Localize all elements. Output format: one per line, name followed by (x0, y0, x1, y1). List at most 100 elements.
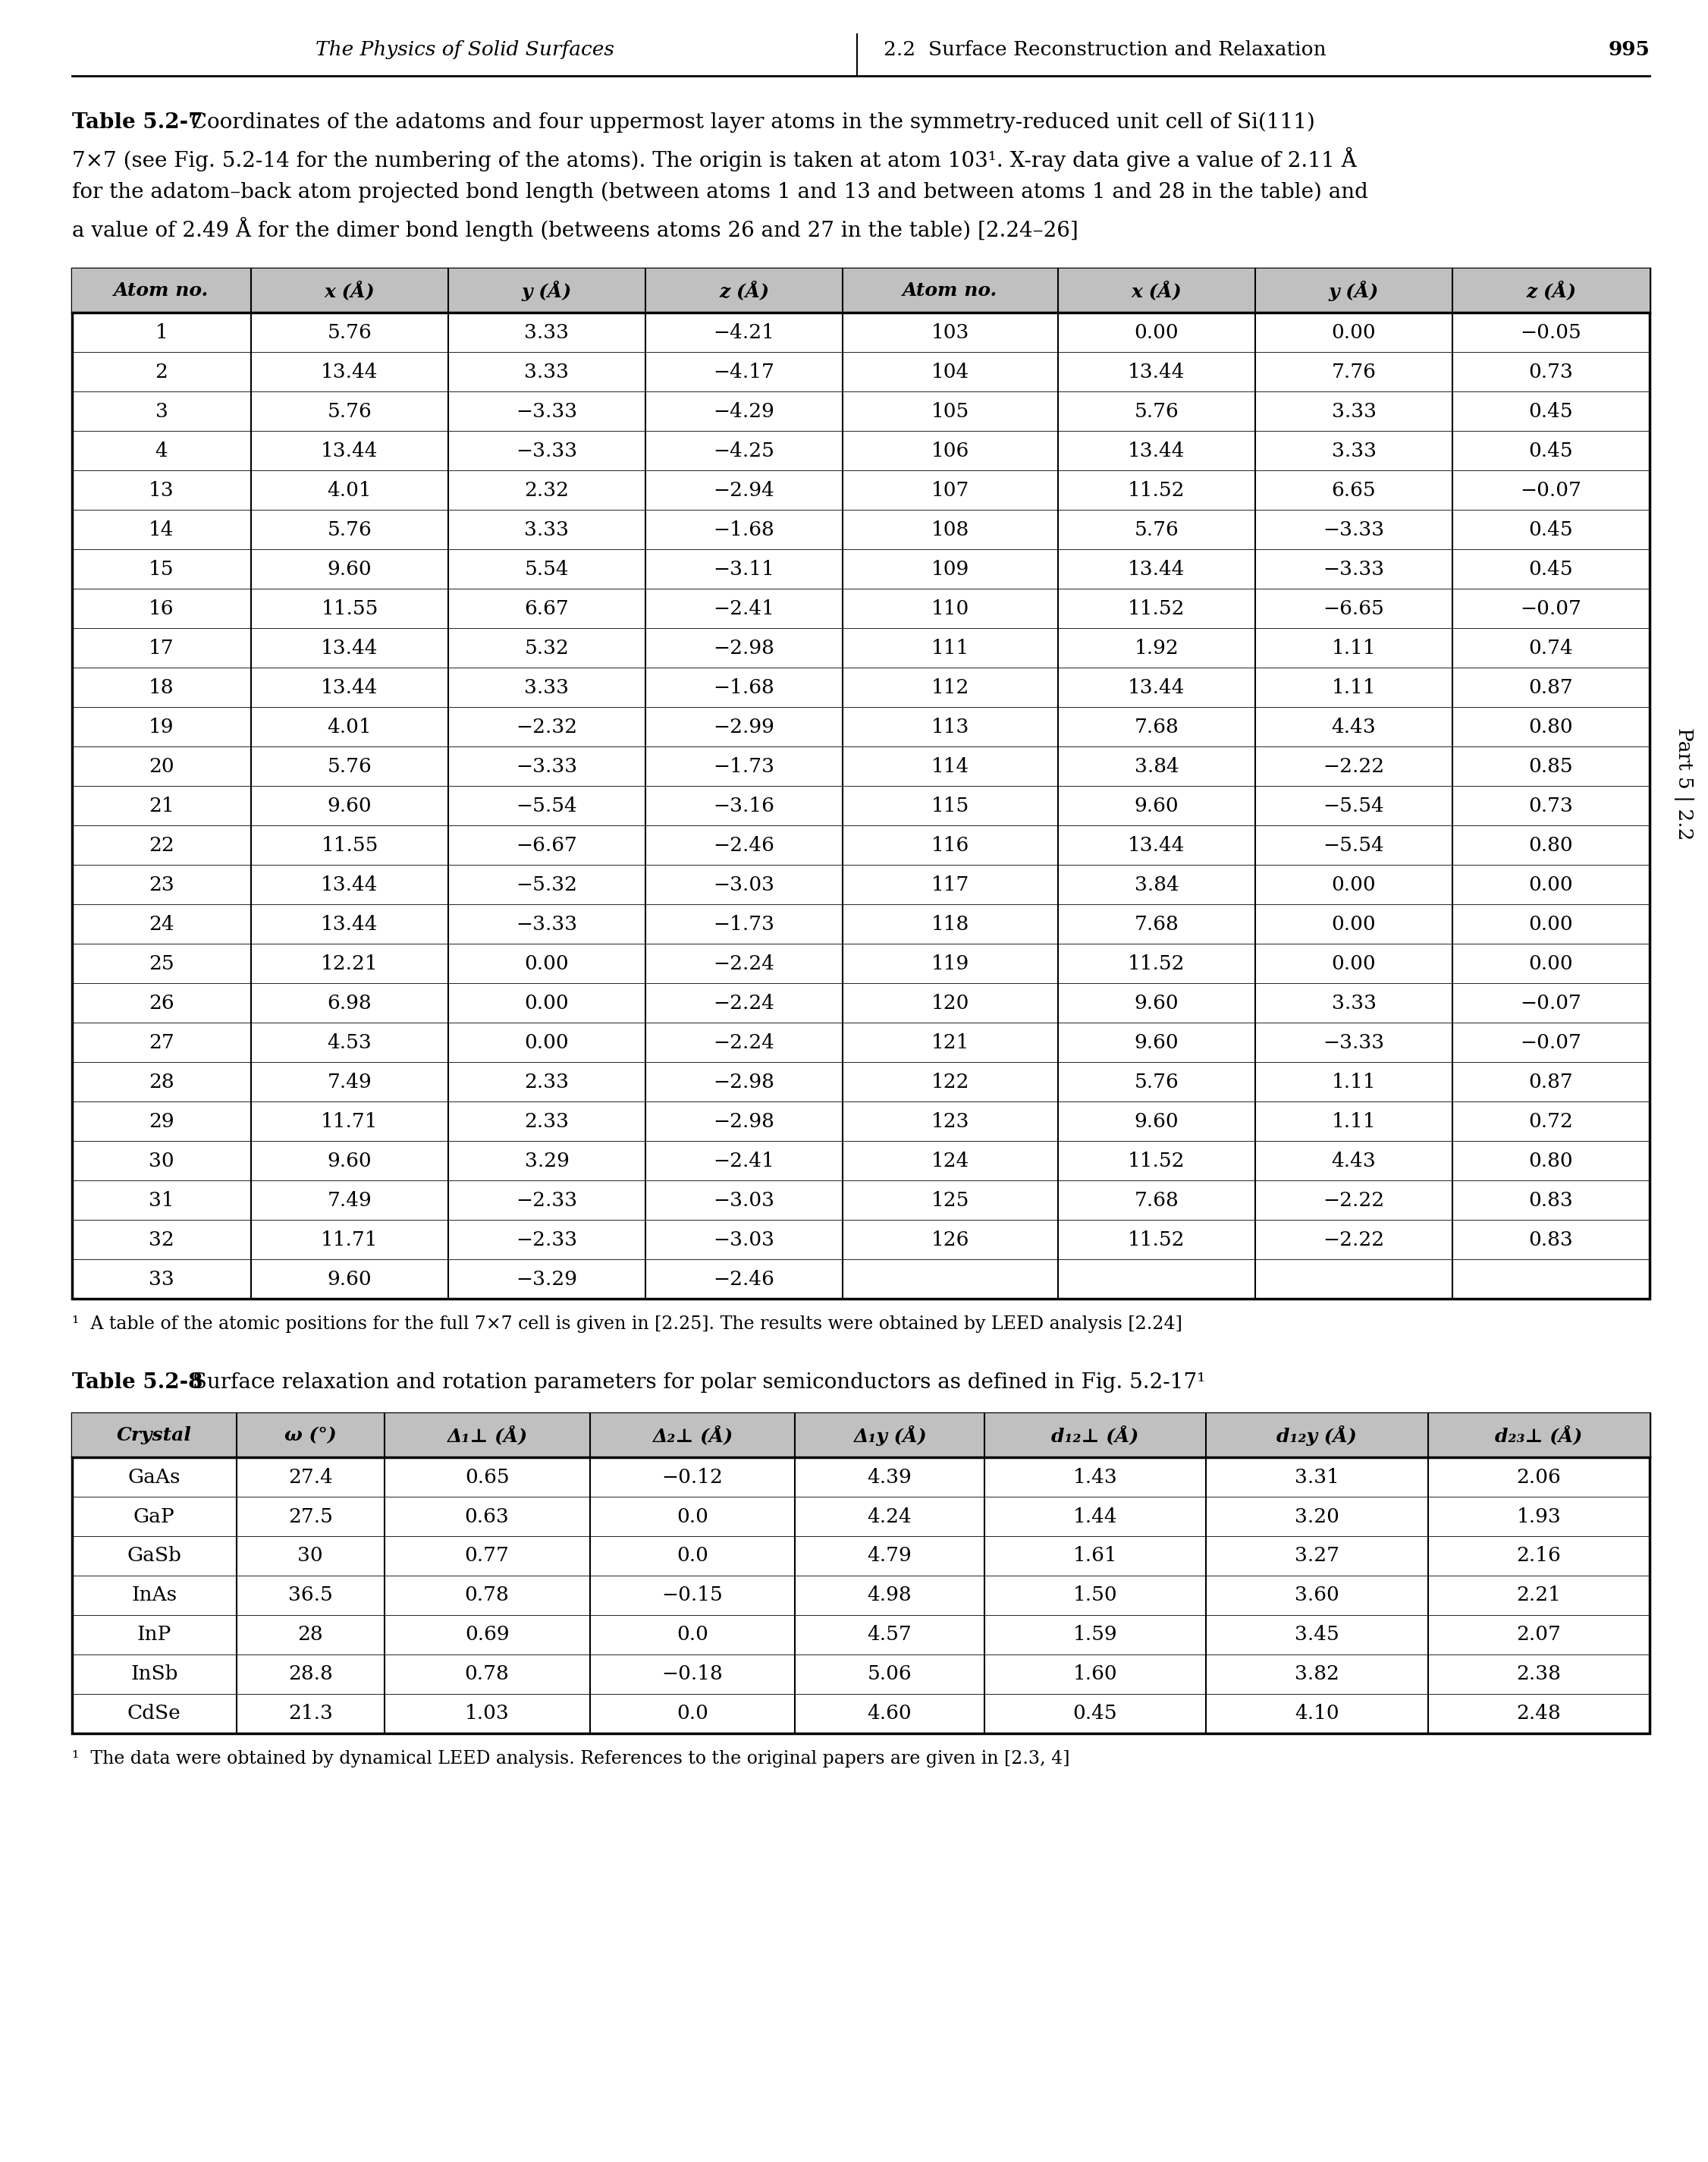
Text: 0.45: 0.45 (1529, 521, 1573, 538)
Text: 0.00: 0.00 (1529, 915, 1573, 934)
Text: 27.4: 27.4 (289, 1468, 333, 1487)
Text: 20: 20 (149, 757, 174, 776)
Text: y (Å): y (Å) (1329, 281, 1378, 301)
Text: 122: 122 (931, 1072, 970, 1092)
Text: −2.24: −2.24 (714, 992, 775, 1012)
Text: 116: 116 (931, 835, 970, 854)
Text: 124: 124 (931, 1150, 970, 1170)
Text: 1: 1 (155, 322, 167, 342)
Text: −2.94: −2.94 (714, 480, 775, 499)
Text: −2.22: −2.22 (1324, 757, 1385, 776)
Text: −3.29: −3.29 (516, 1269, 577, 1289)
Text: 5.76: 5.76 (328, 402, 372, 422)
Text: 5.76: 5.76 (1134, 402, 1179, 422)
Text: 3.33: 3.33 (1332, 441, 1377, 461)
Text: 108: 108 (931, 521, 970, 538)
Text: 113: 113 (931, 718, 970, 737)
Text: 11.71: 11.71 (321, 1230, 377, 1250)
Text: 0.73: 0.73 (1529, 796, 1573, 815)
Text: 111: 111 (931, 638, 970, 657)
Text: 3.29: 3.29 (524, 1150, 569, 1170)
Text: 14: 14 (149, 521, 174, 538)
Text: Δ₁⊥ (Å): Δ₁⊥ (Å) (447, 1425, 528, 1444)
Text: 2.21: 2.21 (1517, 1587, 1561, 1604)
Text: 7.68: 7.68 (1134, 1191, 1179, 1209)
Text: 5.32: 5.32 (524, 638, 569, 657)
Text: 0.80: 0.80 (1529, 835, 1573, 854)
Text: z (Å): z (Å) (719, 281, 769, 301)
Text: −3.33: −3.33 (516, 441, 577, 461)
Text: −2.33: −2.33 (516, 1230, 577, 1250)
Text: 5.76: 5.76 (1134, 521, 1179, 538)
Text: 3.84: 3.84 (1134, 876, 1179, 895)
Text: −0.07: −0.07 (1520, 1033, 1582, 1051)
Text: 2.33: 2.33 (524, 1111, 569, 1131)
Text: −2.98: −2.98 (714, 638, 775, 657)
Text: 0.65: 0.65 (465, 1468, 509, 1487)
Bar (72, 1414, 1650, 1734)
Text: 9.60: 9.60 (1134, 992, 1179, 1012)
Text: −3.11: −3.11 (714, 560, 775, 579)
Text: 1.92: 1.92 (1134, 638, 1179, 657)
Text: −2.22: −2.22 (1324, 1191, 1385, 1209)
Text: 4.43: 4.43 (1332, 1150, 1377, 1170)
Text: 33: 33 (149, 1269, 174, 1289)
Text: Δ₂⊥ (Å): Δ₂⊥ (Å) (652, 1425, 733, 1444)
Text: 0.69: 0.69 (465, 1626, 509, 1645)
Text: 9.60: 9.60 (328, 1269, 372, 1289)
Text: 13.44: 13.44 (1127, 835, 1185, 854)
Text: −2.24: −2.24 (714, 953, 775, 973)
Text: The Physics of Solid Surfaces: The Physics of Solid Surfaces (316, 39, 613, 58)
Text: 4.39: 4.39 (868, 1468, 912, 1487)
Text: −2.33: −2.33 (516, 1191, 577, 1209)
Text: 4.01: 4.01 (328, 718, 372, 737)
Text: 1.61: 1.61 (1073, 1546, 1117, 1565)
Text: 3.20: 3.20 (1295, 1507, 1339, 1526)
Text: 0.45: 0.45 (1529, 402, 1573, 422)
Text: 1.44: 1.44 (1073, 1507, 1117, 1526)
Text: 13.44: 13.44 (1127, 679, 1185, 696)
Text: 3: 3 (155, 402, 167, 422)
Text: −1.68: −1.68 (714, 521, 775, 538)
Text: Part 5 | 2.2: Part 5 | 2.2 (1674, 726, 1694, 841)
Text: 0.63: 0.63 (465, 1507, 509, 1526)
Text: for the adatom–back atom projected bond length (between atoms 1 and 13 and betwe: for the adatom–back atom projected bond … (72, 182, 1368, 203)
Text: −3.33: −3.33 (1324, 1033, 1385, 1051)
Text: 2.06: 2.06 (1517, 1468, 1561, 1487)
Text: 9.60: 9.60 (1134, 1111, 1179, 1131)
Text: 1.59: 1.59 (1073, 1626, 1117, 1645)
Bar (72, 268, 1650, 313)
Text: 11.55: 11.55 (321, 835, 377, 854)
Text: 1.11: 1.11 (1332, 1111, 1377, 1131)
Text: 114: 114 (931, 757, 970, 776)
Text: 5.06: 5.06 (868, 1665, 912, 1684)
Text: 9.60: 9.60 (1134, 1033, 1179, 1051)
Text: 0.00: 0.00 (1332, 953, 1377, 973)
Text: GaSb: GaSb (126, 1546, 181, 1565)
Text: 0.45: 0.45 (1073, 1704, 1117, 1723)
Text: 0.0: 0.0 (676, 1507, 709, 1526)
Text: 13.44: 13.44 (321, 876, 377, 895)
Text: 3.60: 3.60 (1295, 1587, 1339, 1604)
Text: 3.27: 3.27 (1295, 1546, 1339, 1565)
Text: 3.84: 3.84 (1134, 757, 1179, 776)
Text: d₁₂y (Å): d₁₂y (Å) (1276, 1425, 1356, 1446)
Text: 0.00: 0.00 (524, 1033, 569, 1051)
Text: InSb: InSb (130, 1665, 178, 1684)
Text: −5.54: −5.54 (1324, 835, 1385, 854)
Text: 28: 28 (297, 1626, 323, 1645)
Text: 9.60: 9.60 (328, 560, 372, 579)
Text: 4.60: 4.60 (868, 1704, 912, 1723)
Text: 1.50: 1.50 (1073, 1587, 1117, 1604)
Text: 115: 115 (931, 796, 970, 815)
Text: −3.33: −3.33 (1324, 560, 1385, 579)
Text: 9.60: 9.60 (328, 796, 372, 815)
Text: 118: 118 (931, 915, 970, 934)
Text: 36.5: 36.5 (289, 1587, 333, 1604)
Text: 0.0: 0.0 (676, 1546, 709, 1565)
Text: 0.00: 0.00 (524, 953, 569, 973)
Text: −2.22: −2.22 (1324, 1230, 1385, 1250)
Text: 5.76: 5.76 (1134, 1072, 1179, 1092)
Text: x (Å): x (Å) (325, 281, 376, 301)
Text: ¹  The data were obtained by dynamical LEED analysis. References to the original: ¹ The data were obtained by dynamical LE… (72, 1749, 1069, 1769)
